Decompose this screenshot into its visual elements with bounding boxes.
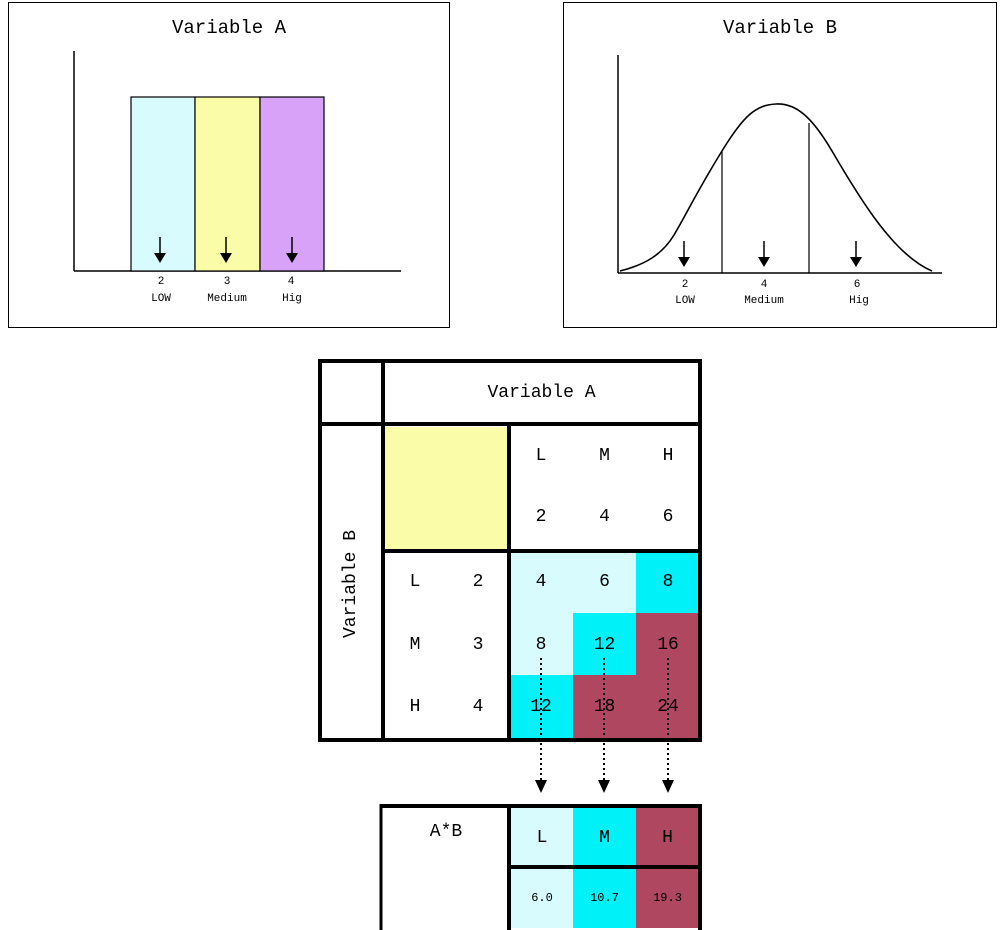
- variable-a-label-medium: Medium: [207, 293, 247, 305]
- result-letter-bg: [511, 806, 573, 867]
- result-letter-low: L: [536, 828, 548, 848]
- matrix-cell-value: 18: [593, 697, 616, 717]
- variable-b-panel: Variable B 2 4 6 LOW Medium Hig: [563, 2, 997, 328]
- matrix-cell-bg: [509, 551, 573, 613]
- result-letter-high: H: [662, 828, 673, 848]
- matrix-col-letter: L: [535, 446, 547, 466]
- variable-b-tick-medium: 4: [760, 279, 768, 291]
- variable-a-panel: Variable A 2 3 4 LOW Medium Hig: [8, 2, 450, 328]
- variable-a-tick-medium: 3: [223, 276, 231, 288]
- result-value-bg: [511, 867, 573, 928]
- variable-b-distribution-chart: [617, 55, 942, 274]
- variable-b-title: Variable B: [722, 17, 838, 39]
- matrix-corner-fill: [385, 427, 509, 551]
- matrix-cell-value: 12: [593, 635, 616, 655]
- variable-b-tick-low: 2: [681, 279, 689, 291]
- matrix-cell-bg: [636, 551, 700, 613]
- variable-b-label-low: LOW: [675, 295, 695, 307]
- result-value-medium: 10.7: [590, 891, 619, 905]
- result-value-low: 6.0: [531, 891, 553, 905]
- down-arrow-icon: [678, 241, 690, 267]
- variable-a-label-low: LOW: [151, 293, 171, 305]
- down-arrow-icon: [758, 241, 770, 267]
- matrix-cell-value: 8: [662, 572, 674, 592]
- matrix-cell-value: 6: [599, 572, 610, 592]
- matrix-cell-value: 16: [657, 635, 679, 655]
- variable-a-title: Variable A: [171, 17, 287, 39]
- down-arrow-icon: [220, 237, 232, 263]
- variable-a-bar-medium: [194, 96, 261, 272]
- matrix-header-variable-a: Variable A: [487, 383, 596, 403]
- result-letter-bg: [636, 806, 699, 867]
- result-label-a-times-b: A*B: [429, 822, 463, 842]
- down-arrow-icon: [850, 241, 862, 267]
- matrix-row-letter: H: [409, 697, 421, 717]
- variable-a-tick-high: 4: [287, 276, 295, 288]
- result-value-bg: [573, 867, 636, 928]
- variable-a-label-high: Hig: [282, 293, 302, 305]
- dotted-arrow-low-icon: [535, 658, 547, 793]
- variable-b-tick-high: 6: [853, 279, 861, 291]
- matrix-row-value: 3: [472, 635, 484, 655]
- matrix-row-letter: L: [409, 572, 421, 592]
- variable-a-tick-low: 2: [157, 276, 165, 288]
- matrix-col-value: 6: [662, 507, 674, 527]
- matrix-cell-value: 24: [657, 697, 679, 717]
- down-arrow-icon: [286, 237, 298, 263]
- variable-a-bar-chart: [73, 51, 401, 272]
- variable-b-label-medium: Medium: [744, 295, 784, 307]
- matrix-col-value: 4: [599, 507, 610, 527]
- matrix-col-letter: M: [599, 446, 610, 466]
- matrix-cell-value: 4: [535, 572, 547, 592]
- matrix-cell-value: 12: [530, 697, 552, 717]
- variable-a-bar-low: [130, 96, 196, 272]
- result-letter-medium: M: [599, 828, 610, 848]
- result-letter-bg: [573, 806, 636, 867]
- matrix-row-letter: M: [409, 635, 421, 655]
- matrix-col-value: 2: [535, 507, 547, 527]
- matrix-cell-value: 8: [535, 635, 547, 655]
- result-value-bg: [636, 867, 699, 928]
- down-arrow-icon: [154, 237, 166, 263]
- matrix-col-letter: H: [662, 446, 674, 466]
- variable-b-label-high: Hig: [849, 295, 869, 307]
- variable-b-bell-curve: [619, 103, 933, 272]
- matrix-row-value: 4: [472, 697, 484, 717]
- matrix-row-value: 2: [472, 572, 484, 592]
- dotted-arrow-medium-icon: [598, 658, 610, 793]
- dotted-arrow-high-icon: [662, 658, 674, 793]
- matrix-cell-bg: [573, 551, 636, 613]
- result-value-high: 19.3: [653, 891, 682, 905]
